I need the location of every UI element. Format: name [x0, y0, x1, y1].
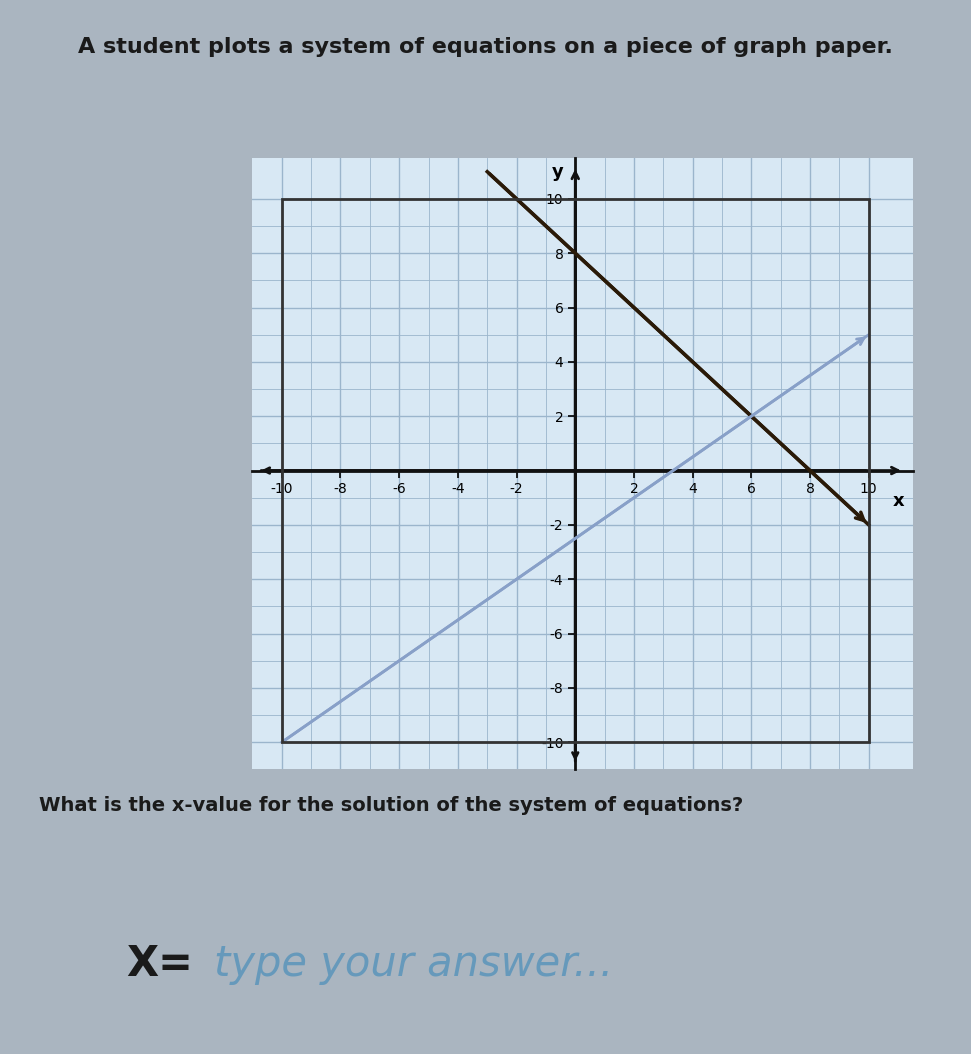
Bar [282, 199, 869, 742]
Text: What is the x-value for the solution of the system of equations?: What is the x-value for the solution of … [39, 796, 743, 815]
Text: A student plots a system of equations on a piece of graph paper.: A student plots a system of equations on… [78, 37, 893, 57]
Text: x: x [892, 492, 904, 510]
Text: X=: X= [126, 943, 193, 985]
Text: y: y [552, 162, 563, 180]
Text: type your answer...: type your answer... [214, 943, 613, 985]
